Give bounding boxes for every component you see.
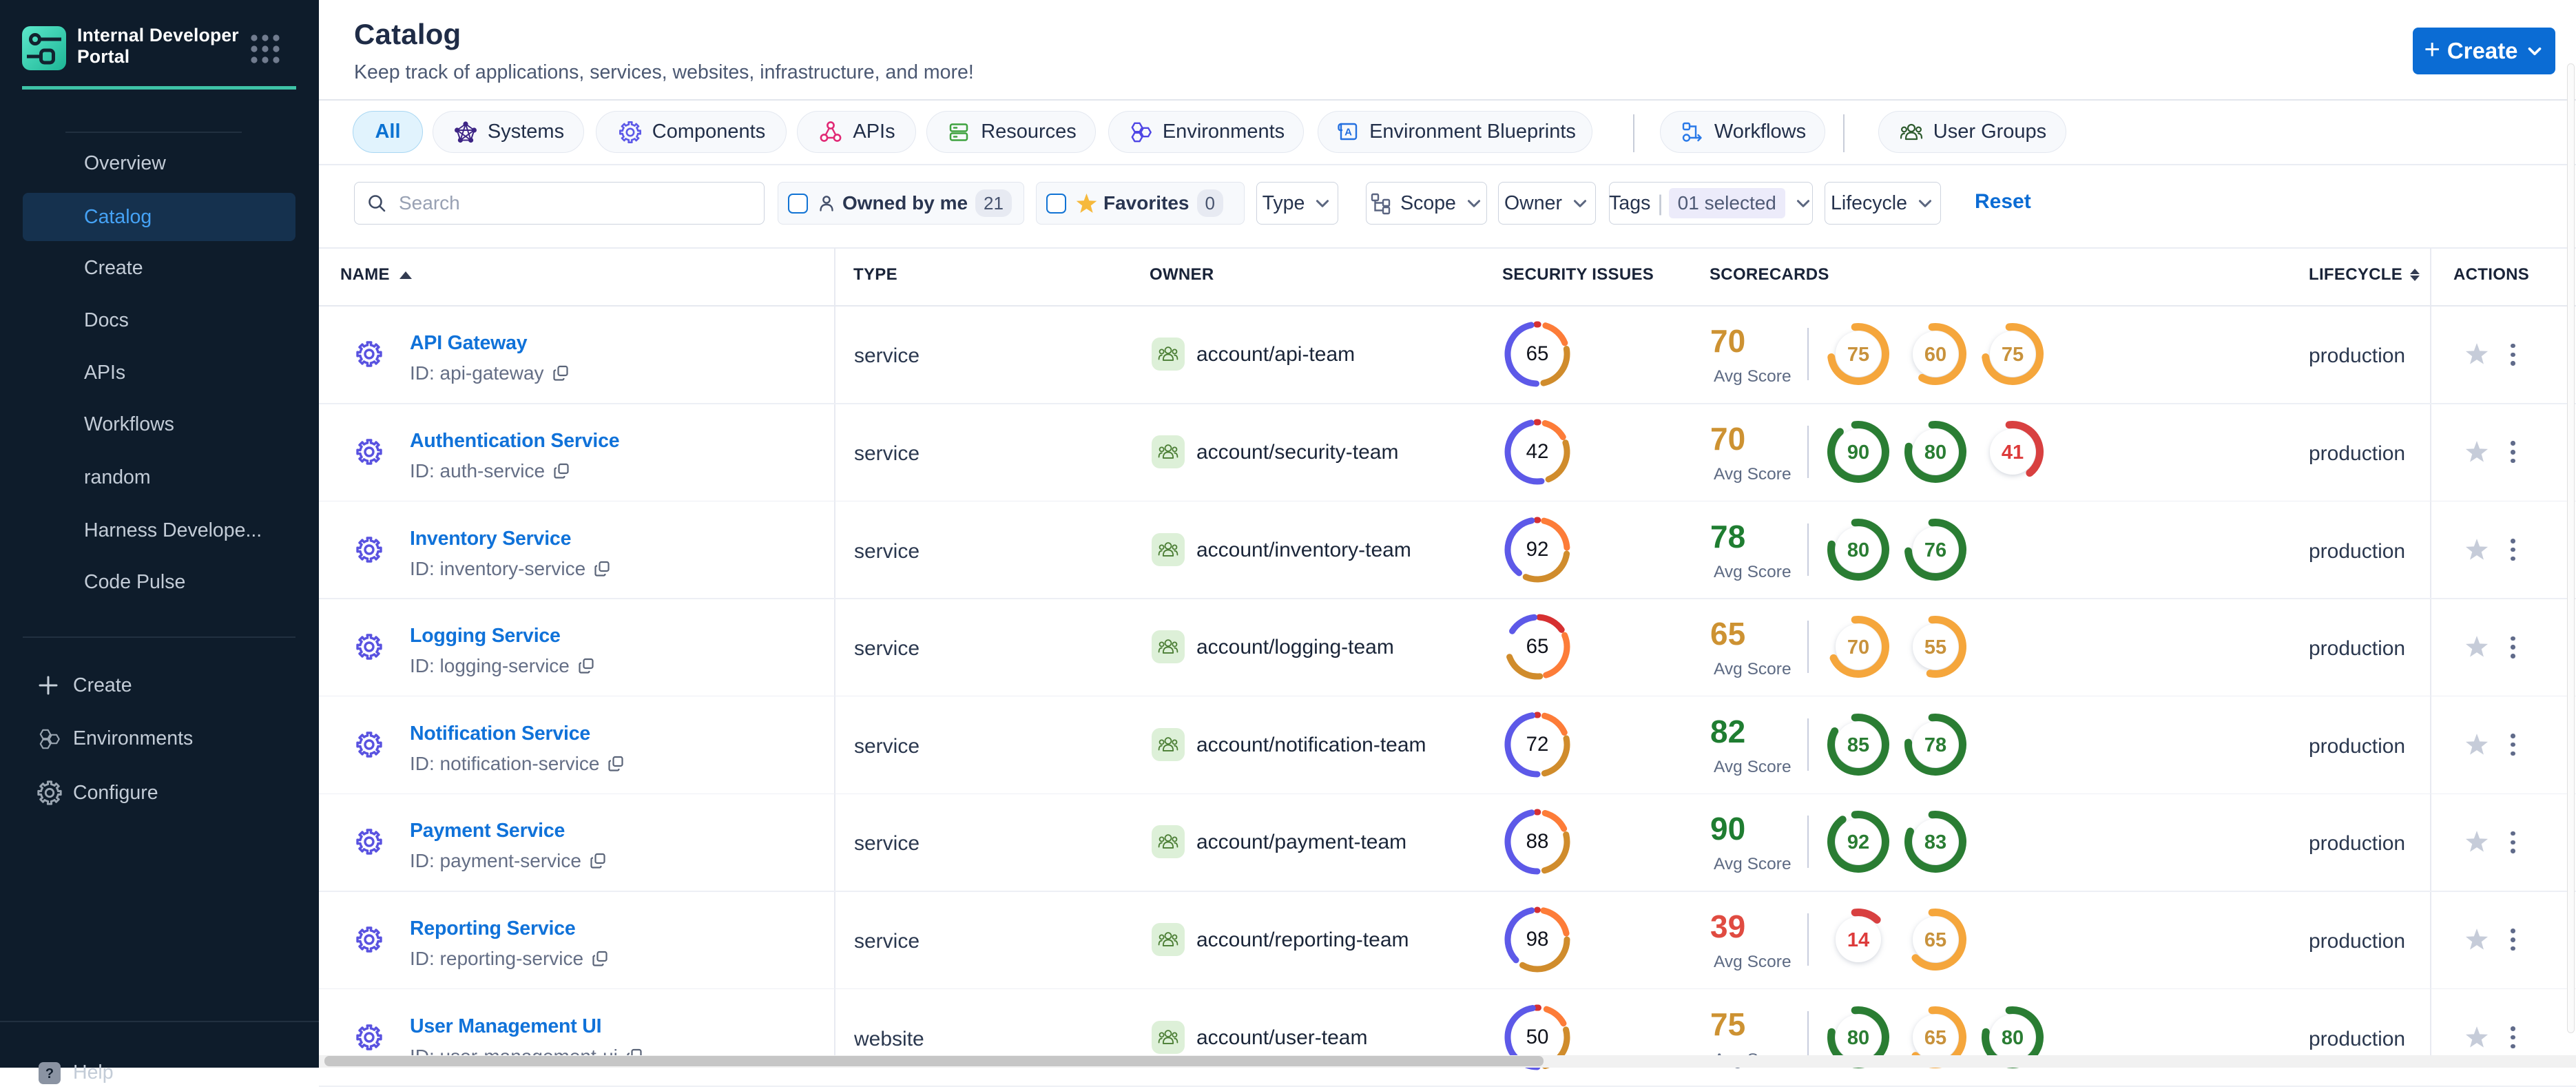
svg-text:41: 41 bbox=[2002, 442, 2024, 464]
svg-text:92: 92 bbox=[1847, 831, 1869, 853]
svg-text:A: A bbox=[1344, 126, 1352, 138]
svg-text:65: 65 bbox=[1924, 929, 1946, 951]
svg-text:70: 70 bbox=[1847, 636, 1869, 658]
svg-text:75: 75 bbox=[1847, 344, 1869, 366]
svg-text:80: 80 bbox=[2002, 1027, 2024, 1049]
svg-text:14: 14 bbox=[1847, 929, 1869, 951]
svg-text:65: 65 bbox=[1924, 1027, 1946, 1049]
svg-text:60: 60 bbox=[1924, 344, 1946, 366]
svg-text:80: 80 bbox=[1924, 442, 1946, 464]
svg-text:?: ? bbox=[45, 1066, 54, 1081]
svg-text:80: 80 bbox=[1847, 1027, 1869, 1049]
svg-text:83: 83 bbox=[1924, 831, 1946, 853]
svg-text:80: 80 bbox=[1847, 539, 1869, 561]
svg-text:85: 85 bbox=[1847, 734, 1869, 756]
svg-text:75: 75 bbox=[2002, 344, 2024, 366]
svg-text:55: 55 bbox=[1924, 636, 1946, 658]
svg-text:90: 90 bbox=[1847, 442, 1869, 464]
svg-text:76: 76 bbox=[1924, 539, 1946, 561]
svg-text:78: 78 bbox=[1924, 734, 1946, 756]
